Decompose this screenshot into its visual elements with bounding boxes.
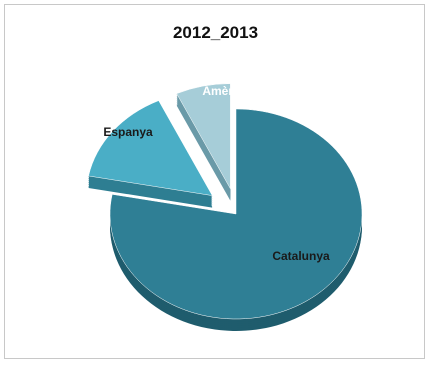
data-label-line: Amèrica: [202, 84, 250, 98]
pie-slice-catalunya: [109, 108, 363, 331]
pie-slice-top: [109, 108, 363, 320]
chart-title: 2012_2013: [172, 23, 259, 42]
pie-slice-sudamrica: [176, 83, 231, 201]
data-label: Sud-Amèrica: [202, 69, 250, 98]
data-label: Catalunya: [272, 249, 330, 263]
data-label-line: Sud-: [213, 69, 240, 83]
data-label-line: Espanya: [103, 125, 153, 139]
pie-slice-top: [176, 83, 231, 190]
pie-slice-espanya: [88, 100, 213, 208]
data-label: Espanya: [103, 125, 153, 139]
data-label-line: Catalunya: [272, 249, 330, 263]
pie-slice-top: [88, 100, 213, 196]
